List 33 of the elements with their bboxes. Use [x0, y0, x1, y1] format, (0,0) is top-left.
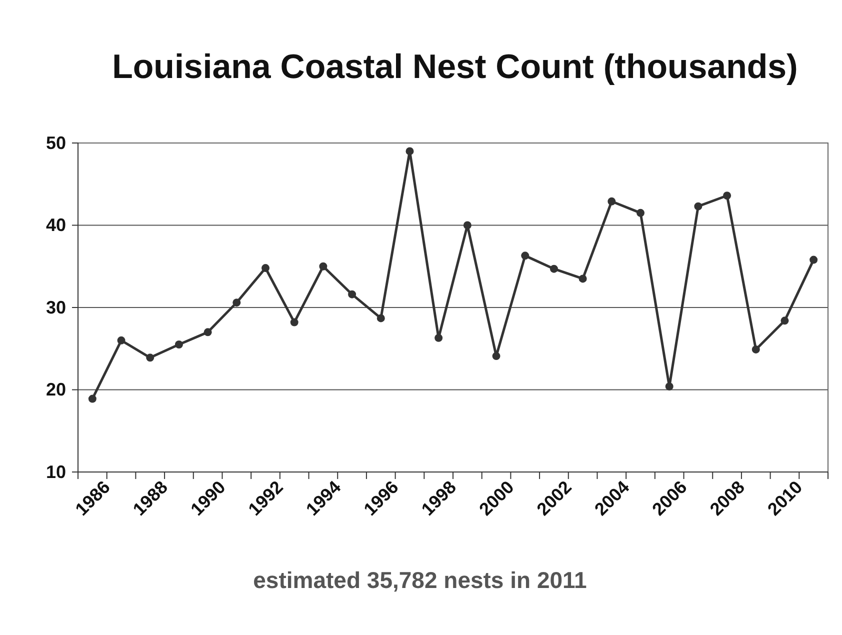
point	[665, 382, 674, 390]
point	[810, 256, 818, 264]
point	[146, 354, 154, 362]
y-tick-label: 20	[46, 380, 66, 400]
chart-title: Louisiana Coastal Nest Count (thousands)	[112, 48, 798, 86]
point	[376, 314, 385, 322]
y-tick-label: 30	[46, 297, 66, 318]
point	[262, 264, 270, 272]
point	[463, 221, 472, 230]
point	[550, 264, 558, 273]
point	[117, 336, 126, 344]
point	[434, 334, 443, 342]
point	[723, 192, 732, 200]
y-tick-label: 10	[46, 462, 66, 482]
point	[492, 352, 500, 360]
point	[608, 197, 616, 206]
point	[578, 274, 587, 283]
point	[406, 147, 414, 156]
point	[348, 290, 356, 298]
y-tick-label: 40	[46, 215, 66, 236]
point	[319, 262, 328, 270]
point	[694, 202, 702, 210]
y-tick-label: 50	[46, 132, 66, 153]
point	[780, 316, 789, 325]
point	[204, 328, 212, 336]
point	[290, 318, 298, 326]
point	[521, 252, 530, 260]
point	[232, 298, 241, 307]
point	[174, 340, 183, 349]
point	[752, 345, 760, 354]
text: estimated 35,782 nests in 2011	[253, 567, 588, 593]
point	[88, 394, 96, 403]
point	[636, 208, 644, 217]
